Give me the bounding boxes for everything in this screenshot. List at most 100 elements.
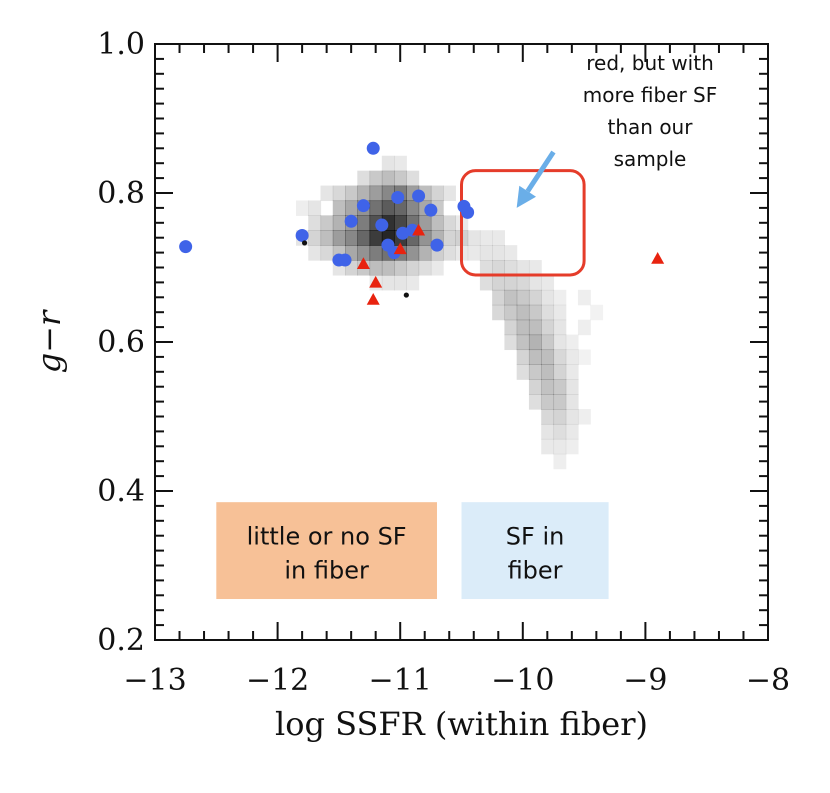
density-cell <box>357 170 371 187</box>
density-cell <box>553 349 567 365</box>
density-cell <box>528 289 542 306</box>
density-cell <box>369 260 383 276</box>
blue-circle-point <box>424 203 438 217</box>
density-cell <box>357 215 371 231</box>
density-cell <box>516 274 530 291</box>
density-cell <box>332 200 346 216</box>
density-cell <box>443 245 456 261</box>
note-line: sample <box>614 147 687 171</box>
note-line: than our <box>608 115 694 139</box>
annotation-layer: little or no SF in fiber SF in fiber red… <box>216 51 717 600</box>
label-right-line: fiber <box>508 557 563 585</box>
red-triangle-point <box>356 257 370 269</box>
density-cell <box>369 185 383 202</box>
density-cell <box>345 200 358 216</box>
density-cell <box>381 170 395 187</box>
density-cell <box>516 364 530 380</box>
density-cell <box>369 245 383 261</box>
density-cell <box>381 155 395 172</box>
density-cell <box>553 409 567 425</box>
density-cell <box>406 245 420 261</box>
density-cell <box>406 200 420 216</box>
density-cell <box>443 230 456 246</box>
density-cell <box>541 304 555 321</box>
density-cell <box>308 245 322 261</box>
x-tick-label: −13 <box>123 663 186 698</box>
density-cell <box>369 230 383 246</box>
density-cell <box>369 200 383 216</box>
density-cell <box>541 379 555 395</box>
density-cell <box>553 334 567 351</box>
density-cell <box>541 334 555 351</box>
blue-circle-point <box>461 205 475 219</box>
density-cell <box>320 230 334 246</box>
density-cell <box>357 245 371 261</box>
density-cell <box>541 364 555 380</box>
x-tick-label: −12 <box>246 663 309 698</box>
blue-circle-point <box>356 199 370 213</box>
density-cell <box>528 349 542 365</box>
blue-circle-point <box>295 228 309 242</box>
density-cell <box>308 215 322 231</box>
blue-circle-point <box>375 218 389 232</box>
density-cell <box>430 215 444 231</box>
density-cell <box>516 304 530 321</box>
density-cell <box>553 319 567 336</box>
density-cell <box>541 394 555 410</box>
density-cell <box>332 185 346 202</box>
arrow-head <box>516 185 537 208</box>
label-left-line: in fiber <box>284 557 369 585</box>
density-cell <box>406 274 420 291</box>
density-cell <box>528 364 542 380</box>
ticks-layer <box>154 43 769 641</box>
density-cell <box>492 260 506 276</box>
black-dot-point <box>403 292 409 298</box>
y-tick-label: 0.6 <box>97 325 145 360</box>
density-cell <box>504 304 518 321</box>
blue-circle-point <box>338 253 352 267</box>
density-cell <box>357 185 371 202</box>
density-cell <box>504 260 518 276</box>
density-cell <box>553 289 567 306</box>
y-tick-label: 0.2 <box>97 623 145 658</box>
label-left-line: little or no SF <box>247 523 407 551</box>
density-cell <box>577 319 591 336</box>
density-cell <box>308 200 322 216</box>
density-cell <box>553 438 567 455</box>
density-cell <box>345 230 358 246</box>
density-cell <box>541 423 555 440</box>
density-cell <box>516 319 530 336</box>
arrow-shaft <box>525 150 556 193</box>
x-tick-labels: −13 −12 −11 −10 −9 −8 <box>123 663 790 698</box>
density-cell <box>528 334 542 351</box>
blue-circle-point <box>179 240 193 254</box>
blue-circle-point <box>366 141 380 155</box>
label-left-box <box>216 502 437 600</box>
blue-circle-point <box>430 238 444 252</box>
density-cell <box>418 215 432 231</box>
density-cell <box>553 304 567 321</box>
y-tick-label: 1.0 <box>97 27 145 62</box>
density-cell <box>541 319 555 336</box>
density-cell <box>406 260 420 276</box>
density-cell <box>516 289 530 306</box>
density-cell <box>541 349 555 365</box>
density-cell <box>320 215 334 231</box>
density-cell <box>590 304 604 321</box>
density-cell <box>479 260 493 276</box>
density-layer <box>295 155 604 470</box>
density-cell <box>528 304 542 321</box>
density-cell <box>369 170 383 187</box>
density-cell <box>418 245 432 261</box>
density-cell <box>492 274 506 291</box>
density-cell <box>565 364 579 380</box>
y-tick-label: 0.4 <box>97 474 145 509</box>
density-cell <box>504 245 518 261</box>
density-cell <box>577 409 591 425</box>
density-cell <box>528 379 542 395</box>
density-cell <box>504 319 518 336</box>
x-tick-label: −11 <box>369 663 432 698</box>
density-cell <box>467 245 481 261</box>
density-cell <box>394 274 407 291</box>
density-cell <box>528 260 542 276</box>
